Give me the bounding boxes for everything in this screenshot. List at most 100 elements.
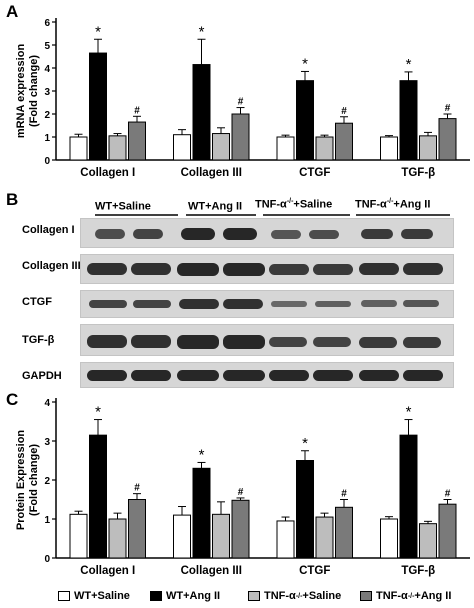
legend-swatch [58, 591, 70, 601]
blot-band [87, 370, 127, 381]
y-tick-label: 5 [44, 41, 50, 52]
blot-band [315, 301, 351, 307]
blot-band [271, 230, 301, 239]
blot-band [403, 300, 439, 307]
blot-band [361, 229, 393, 239]
y-tick-label: 0 [44, 554, 50, 565]
blot-band [87, 335, 127, 348]
y-axis-label-line: (Fold change) [28, 55, 40, 127]
blot-band [361, 300, 397, 307]
significance-star: * [95, 404, 101, 421]
x-category-label: TGF-β [401, 565, 435, 577]
bar [89, 52, 107, 161]
panel-label-b: B [6, 190, 19, 209]
blot-row-label: CTGF [22, 296, 52, 308]
blot-band [223, 228, 257, 240]
blot-row-label: Collagen III [22, 260, 81, 272]
blot-band [177, 335, 219, 349]
blot-strip [80, 362, 454, 388]
blot-band [269, 264, 309, 275]
bar [173, 134, 191, 161]
significance-hash: # [341, 106, 347, 117]
blot-band [313, 337, 351, 347]
blot-group-2: WT+Ang II [188, 200, 243, 213]
y-tick-label: 2 [44, 110, 50, 121]
blot-band [131, 263, 171, 275]
legend-item: TNF-α -/- +Saline [248, 590, 341, 602]
blot-band [223, 263, 265, 276]
bar [380, 136, 398, 161]
blot-band [401, 229, 433, 239]
bar [438, 503, 457, 559]
significance-hash: # [134, 105, 140, 116]
x-category-label: CTGF [299, 167, 330, 179]
blot-band [223, 370, 265, 381]
blot-group-4: TNF-α-/-+Ang II [355, 198, 431, 211]
y-axis-label: Protein Expression(Fold change) [15, 430, 40, 531]
legend-item: WT+Saline [58, 590, 130, 602]
significance-star: * [199, 23, 205, 40]
significance-star: * [302, 435, 308, 452]
significance-star: * [406, 404, 412, 421]
significance-hash: # [238, 97, 244, 108]
y-tick-label: 4 [44, 64, 50, 75]
blot-group-3: TNF-α-/-+Saline [255, 198, 333, 211]
blot-band [359, 370, 399, 381]
mrna-expression-chart: mRNA expression(Fold change) 0 1 2 3 4 5 6 * # Col… [15, 18, 470, 179]
y-tick-label: 3 [44, 437, 50, 448]
bar [89, 434, 107, 559]
blot-row-label: TGF-β [22, 334, 55, 346]
bar [231, 499, 250, 559]
x-category-label: CTGF [299, 565, 330, 577]
bar [69, 136, 88, 161]
bar [438, 118, 457, 161]
bar [212, 513, 230, 559]
significance-hash: # [445, 103, 451, 114]
blot-band [269, 337, 307, 347]
legend: WT+Saline WT+Ang II TNF-α -/- +Saline TNF-… [0, 590, 474, 606]
panel-label-a: A [6, 2, 19, 21]
panel-label-c: C [6, 390, 19, 409]
blot-band [87, 263, 127, 275]
bar [108, 518, 127, 559]
blot-band [95, 229, 125, 239]
legend-swatch [360, 591, 372, 601]
bar [315, 516, 334, 559]
x-category-label: Collagen III [181, 167, 242, 179]
blot-band [403, 263, 443, 275]
legend-item: TNF-α -/- +Ang II [360, 590, 451, 602]
legend-item: WT+Ang II [150, 590, 220, 602]
blot-band [223, 335, 265, 349]
blot-band [223, 299, 263, 309]
bar [128, 499, 146, 559]
significance-star: * [95, 23, 101, 40]
blot-row-label: GAPDH [22, 370, 62, 382]
x-category-label: TGF-β [401, 167, 435, 179]
blot-band [179, 299, 219, 309]
blot-band [313, 370, 353, 381]
blot-group-1: WT+Saline [95, 200, 151, 213]
bar [212, 133, 230, 161]
y-tick-label: 6 [44, 18, 50, 29]
western-blot: WT+Saline WT+Ang II TNF-α-/-+Saline TNF-… [0, 198, 474, 388]
bar [335, 506, 353, 559]
blot-band [133, 229, 163, 239]
bar [296, 80, 314, 161]
blot-band [271, 301, 307, 307]
significance-hash: # [341, 489, 347, 500]
bar [276, 136, 295, 161]
blot-band [131, 370, 171, 381]
bar [108, 135, 127, 161]
y-axis-label: mRNA expression(Fold change) [15, 44, 40, 139]
bar [192, 64, 211, 161]
bar [399, 434, 418, 559]
x-category-label: Collagen III [181, 565, 242, 577]
blot-band [403, 337, 441, 348]
bar [69, 513, 88, 559]
blot-band [309, 230, 339, 239]
blot-band [359, 337, 397, 348]
blot-group-underlines [95, 214, 450, 216]
legend-swatch [150, 591, 162, 601]
bar [315, 136, 334, 161]
y-tick-label: 4 [44, 398, 50, 409]
